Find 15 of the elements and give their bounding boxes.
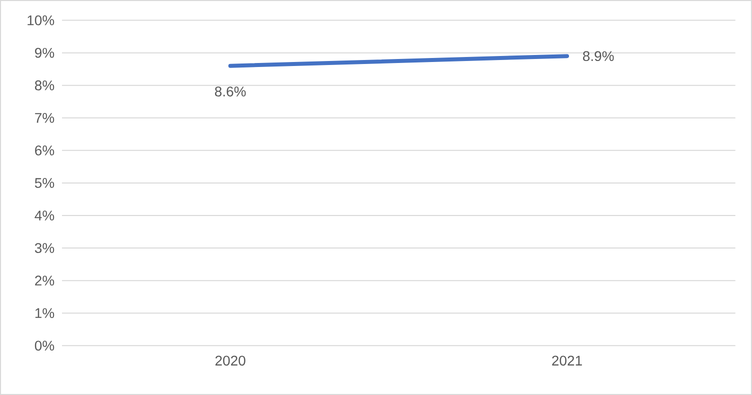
y-tick-label: 6% [35,146,54,156]
x-tick-label: 2020 [215,356,246,366]
data-label: 8.9% [583,51,614,62]
y-tick-label: 10% [28,15,54,26]
y-tick-label: 5% [34,178,54,188]
y-tick-label: 3% [34,243,54,254]
y-tick-label: 0% [34,340,54,351]
y-tick-label: 7% [35,113,54,123]
y-tick-label: 1% [35,308,54,318]
data-label: 8.6% [214,86,246,96]
y-tick-label: 8% [34,80,54,90]
x-tick-label: 2021 [552,356,582,366]
y-tick-label: 9% [35,48,54,58]
y-tick-label: 4% [34,210,54,220]
y-tick-label: 2% [35,276,54,286]
